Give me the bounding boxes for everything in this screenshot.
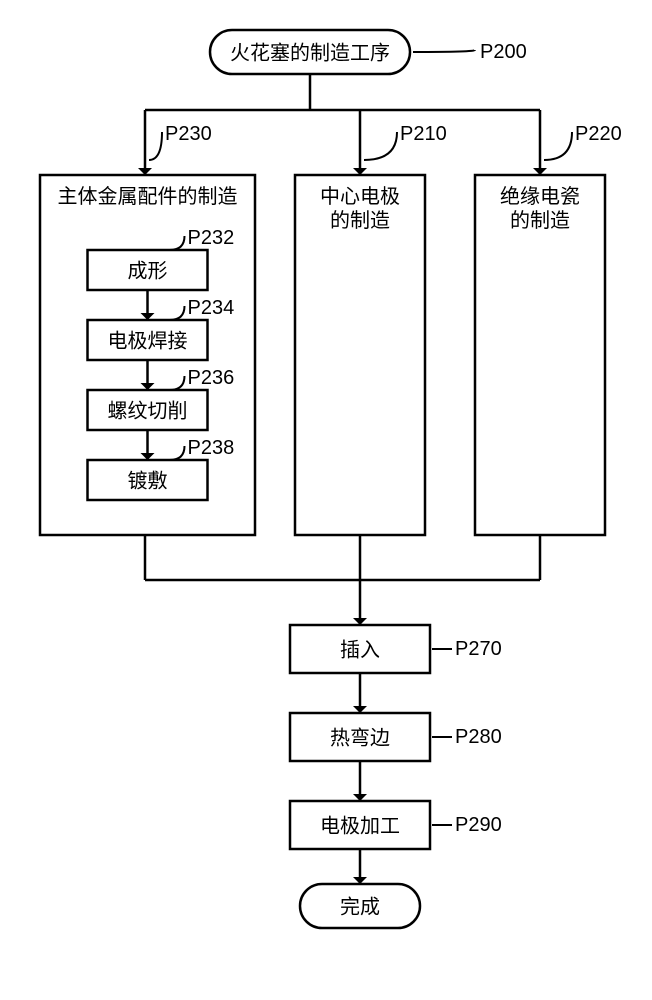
right-title2: 的制造 (510, 209, 570, 232)
machine-node-label: 电极加工 (320, 814, 400, 837)
p290: P290 (455, 814, 502, 836)
right-title1: 绝缘电瓷 (500, 185, 580, 208)
step-0-label: 成形 (128, 259, 168, 282)
done-node-label: 完成 (340, 895, 380, 918)
p220-label: P220 (575, 123, 622, 145)
left-title: 主体金属配件的制造 (58, 185, 238, 208)
step-2-pl: P236 (188, 367, 235, 389)
mid-title2: 的制造 (330, 209, 390, 232)
p270: P270 (455, 638, 502, 660)
step-2-label: 螺纹切削 (108, 399, 188, 422)
bend-node-label: 热弯边 (330, 726, 390, 749)
p210-label: P210 (400, 123, 447, 145)
step-3-label: 镀敷 (128, 469, 168, 492)
mid-title1: 中心电极 (320, 185, 400, 208)
p230-label: P230 (165, 123, 212, 145)
step-3-pl: P238 (188, 437, 235, 459)
p280: P280 (455, 726, 502, 748)
start-plabel: P200 (480, 41, 527, 63)
insert-node-label: 插入 (340, 638, 380, 661)
step-1-pl: P234 (188, 297, 235, 319)
start-node-label: 火花塞的制造工序 (230, 41, 390, 64)
step-0-pl: P232 (188, 227, 235, 249)
step-1-label: 电极焊接 (108, 329, 188, 352)
